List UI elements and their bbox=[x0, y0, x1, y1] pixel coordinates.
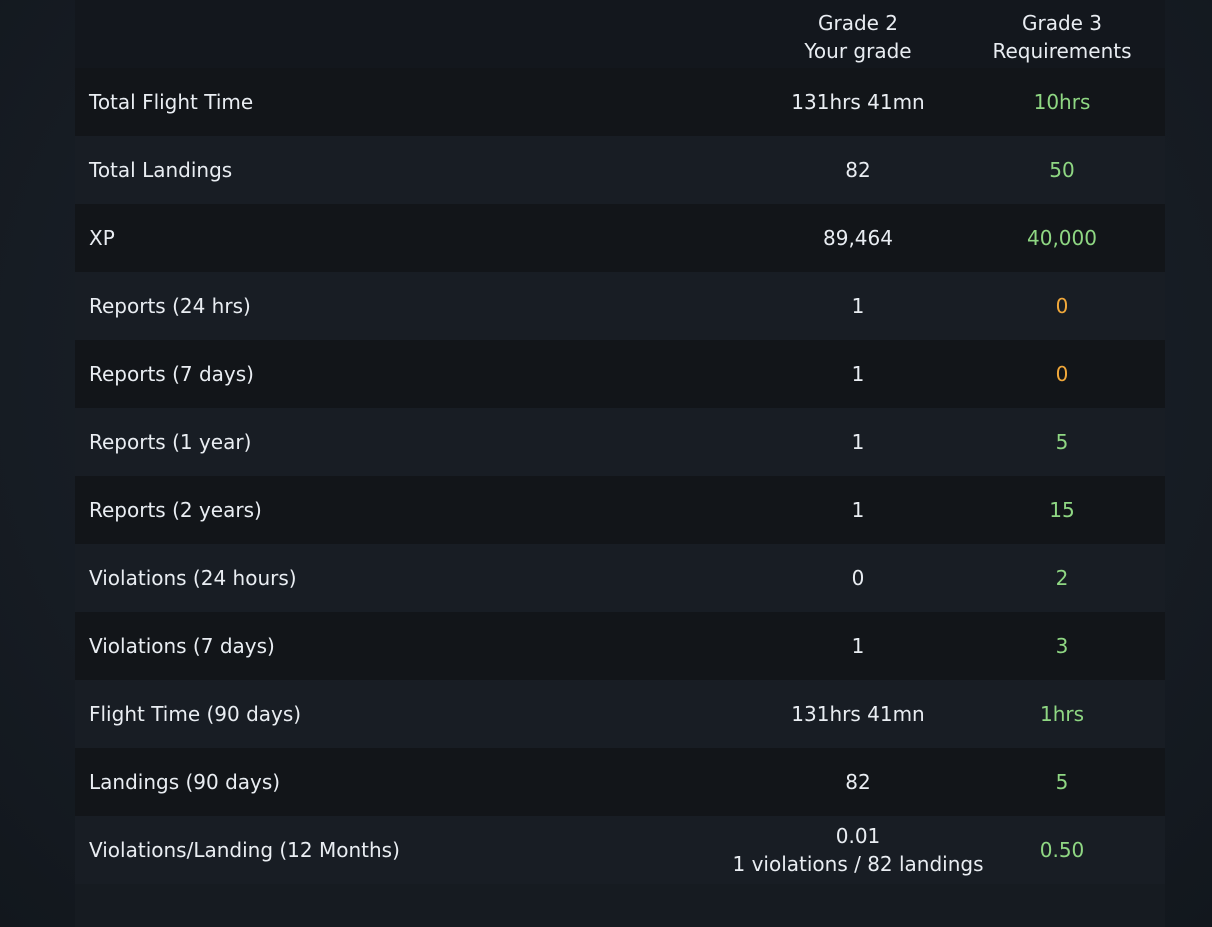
row-label: Reports (2 years) bbox=[89, 498, 262, 522]
row-value: 0 bbox=[743, 544, 973, 612]
row-requirement: 2 bbox=[1055, 566, 1069, 590]
table-header: Grade 2 Your grade Grade 3 Requirements bbox=[75, 0, 1165, 68]
row-label: Reports (24 hrs) bbox=[89, 294, 251, 318]
row-requirement: 10hrs bbox=[1033, 90, 1091, 114]
table-row: Reports (7 days) 1 0 bbox=[75, 340, 1165, 408]
table-row: Violations (24 hours) 0 2 bbox=[75, 544, 1165, 612]
current-grade-subtitle: Your grade bbox=[804, 39, 912, 63]
row-value-main: 1 bbox=[851, 294, 865, 318]
row-value: 0.01 1 violations / 82 landings bbox=[732, 816, 983, 884]
table-row: Total Flight Time 131hrs 41mn 10hrs bbox=[75, 68, 1165, 136]
row-value: 131hrs 41mn bbox=[743, 68, 973, 136]
row-requirement: 5 bbox=[1055, 770, 1069, 794]
row-label: Total Landings bbox=[89, 158, 233, 182]
current-grade-header: Grade 2 Your grade bbox=[743, 9, 973, 65]
row-requirement: 5 bbox=[1055, 430, 1069, 454]
row-value-main: 0.01 bbox=[835, 824, 881, 848]
row-value-main: 82 bbox=[845, 770, 871, 794]
row-requirement: 3 bbox=[1055, 634, 1069, 658]
table-row: Reports (1 year) 1 5 bbox=[75, 408, 1165, 476]
row-value-main: 89,464 bbox=[823, 226, 893, 250]
row-requirement: 0.50 bbox=[1039, 838, 1085, 862]
row-value-main: 131hrs 41mn bbox=[791, 702, 925, 726]
row-value-main: 82 bbox=[845, 158, 871, 182]
row-value-main: 1 bbox=[851, 498, 865, 522]
row-label: Flight Time (90 days) bbox=[89, 702, 302, 726]
table-row: Violations (7 days) 1 3 bbox=[75, 612, 1165, 680]
table-row: Landings (90 days) 82 5 bbox=[75, 748, 1165, 816]
row-value-main: 0 bbox=[851, 566, 865, 590]
row-label: Violations (7 days) bbox=[89, 634, 275, 658]
requirements-table-body: Total Flight Time 131hrs 41mn 10hrs Tota… bbox=[75, 68, 1165, 884]
row-value-main: 1 bbox=[851, 430, 865, 454]
row-value: 1 bbox=[743, 340, 973, 408]
row-requirement: 1hrs bbox=[1039, 702, 1085, 726]
row-label: Violations/Landing (12 Months) bbox=[89, 838, 400, 862]
table-row: Reports (24 hrs) 1 0 bbox=[75, 272, 1165, 340]
row-value: 131hrs 41mn bbox=[743, 680, 973, 748]
row-value: 1 bbox=[743, 272, 973, 340]
row-value: 89,464 bbox=[743, 204, 973, 272]
row-value: 1 bbox=[743, 408, 973, 476]
row-label: Violations (24 hours) bbox=[89, 566, 297, 590]
grade-requirements-panel: Grade 2 Your grade Grade 3 Requirements … bbox=[75, 0, 1165, 927]
table-row: Violations/Landing (12 Months) 0.01 1 vi… bbox=[75, 816, 1165, 884]
table-row: Reports (2 years) 1 15 bbox=[75, 476, 1165, 544]
row-label: Reports (1 year) bbox=[89, 430, 252, 454]
table-row: Total Landings 82 50 bbox=[75, 136, 1165, 204]
row-value: 82 bbox=[743, 136, 973, 204]
next-grade-subtitle: Requirements bbox=[992, 39, 1132, 63]
next-grade-title: Grade 3 bbox=[1021, 11, 1103, 35]
row-requirement: 0 bbox=[1055, 294, 1069, 318]
row-label: XP bbox=[89, 226, 115, 250]
table-row: XP 89,464 40,000 bbox=[75, 204, 1165, 272]
row-requirement: 15 bbox=[1049, 498, 1075, 522]
row-value-detail: 1 violations / 82 landings bbox=[732, 852, 984, 876]
row-value-main: 1 bbox=[851, 634, 865, 658]
row-requirement: 0 bbox=[1055, 362, 1069, 386]
row-value: 1 bbox=[743, 612, 973, 680]
row-requirement: 50 bbox=[1049, 158, 1075, 182]
row-label: Reports (7 days) bbox=[89, 362, 254, 386]
row-value: 1 bbox=[743, 476, 973, 544]
row-value: 82 bbox=[743, 748, 973, 816]
row-requirement: 40,000 bbox=[1027, 226, 1097, 250]
row-label: Landings (90 days) bbox=[89, 770, 281, 794]
current-grade-title: Grade 2 bbox=[817, 11, 899, 35]
row-value-main: 1 bbox=[851, 362, 865, 386]
next-grade-header: Grade 3 Requirements bbox=[947, 9, 1177, 65]
table-row: Flight Time (90 days) 131hrs 41mn 1hrs bbox=[75, 680, 1165, 748]
row-label: Total Flight Time bbox=[89, 90, 254, 114]
row-value-main: 131hrs 41mn bbox=[791, 90, 925, 114]
